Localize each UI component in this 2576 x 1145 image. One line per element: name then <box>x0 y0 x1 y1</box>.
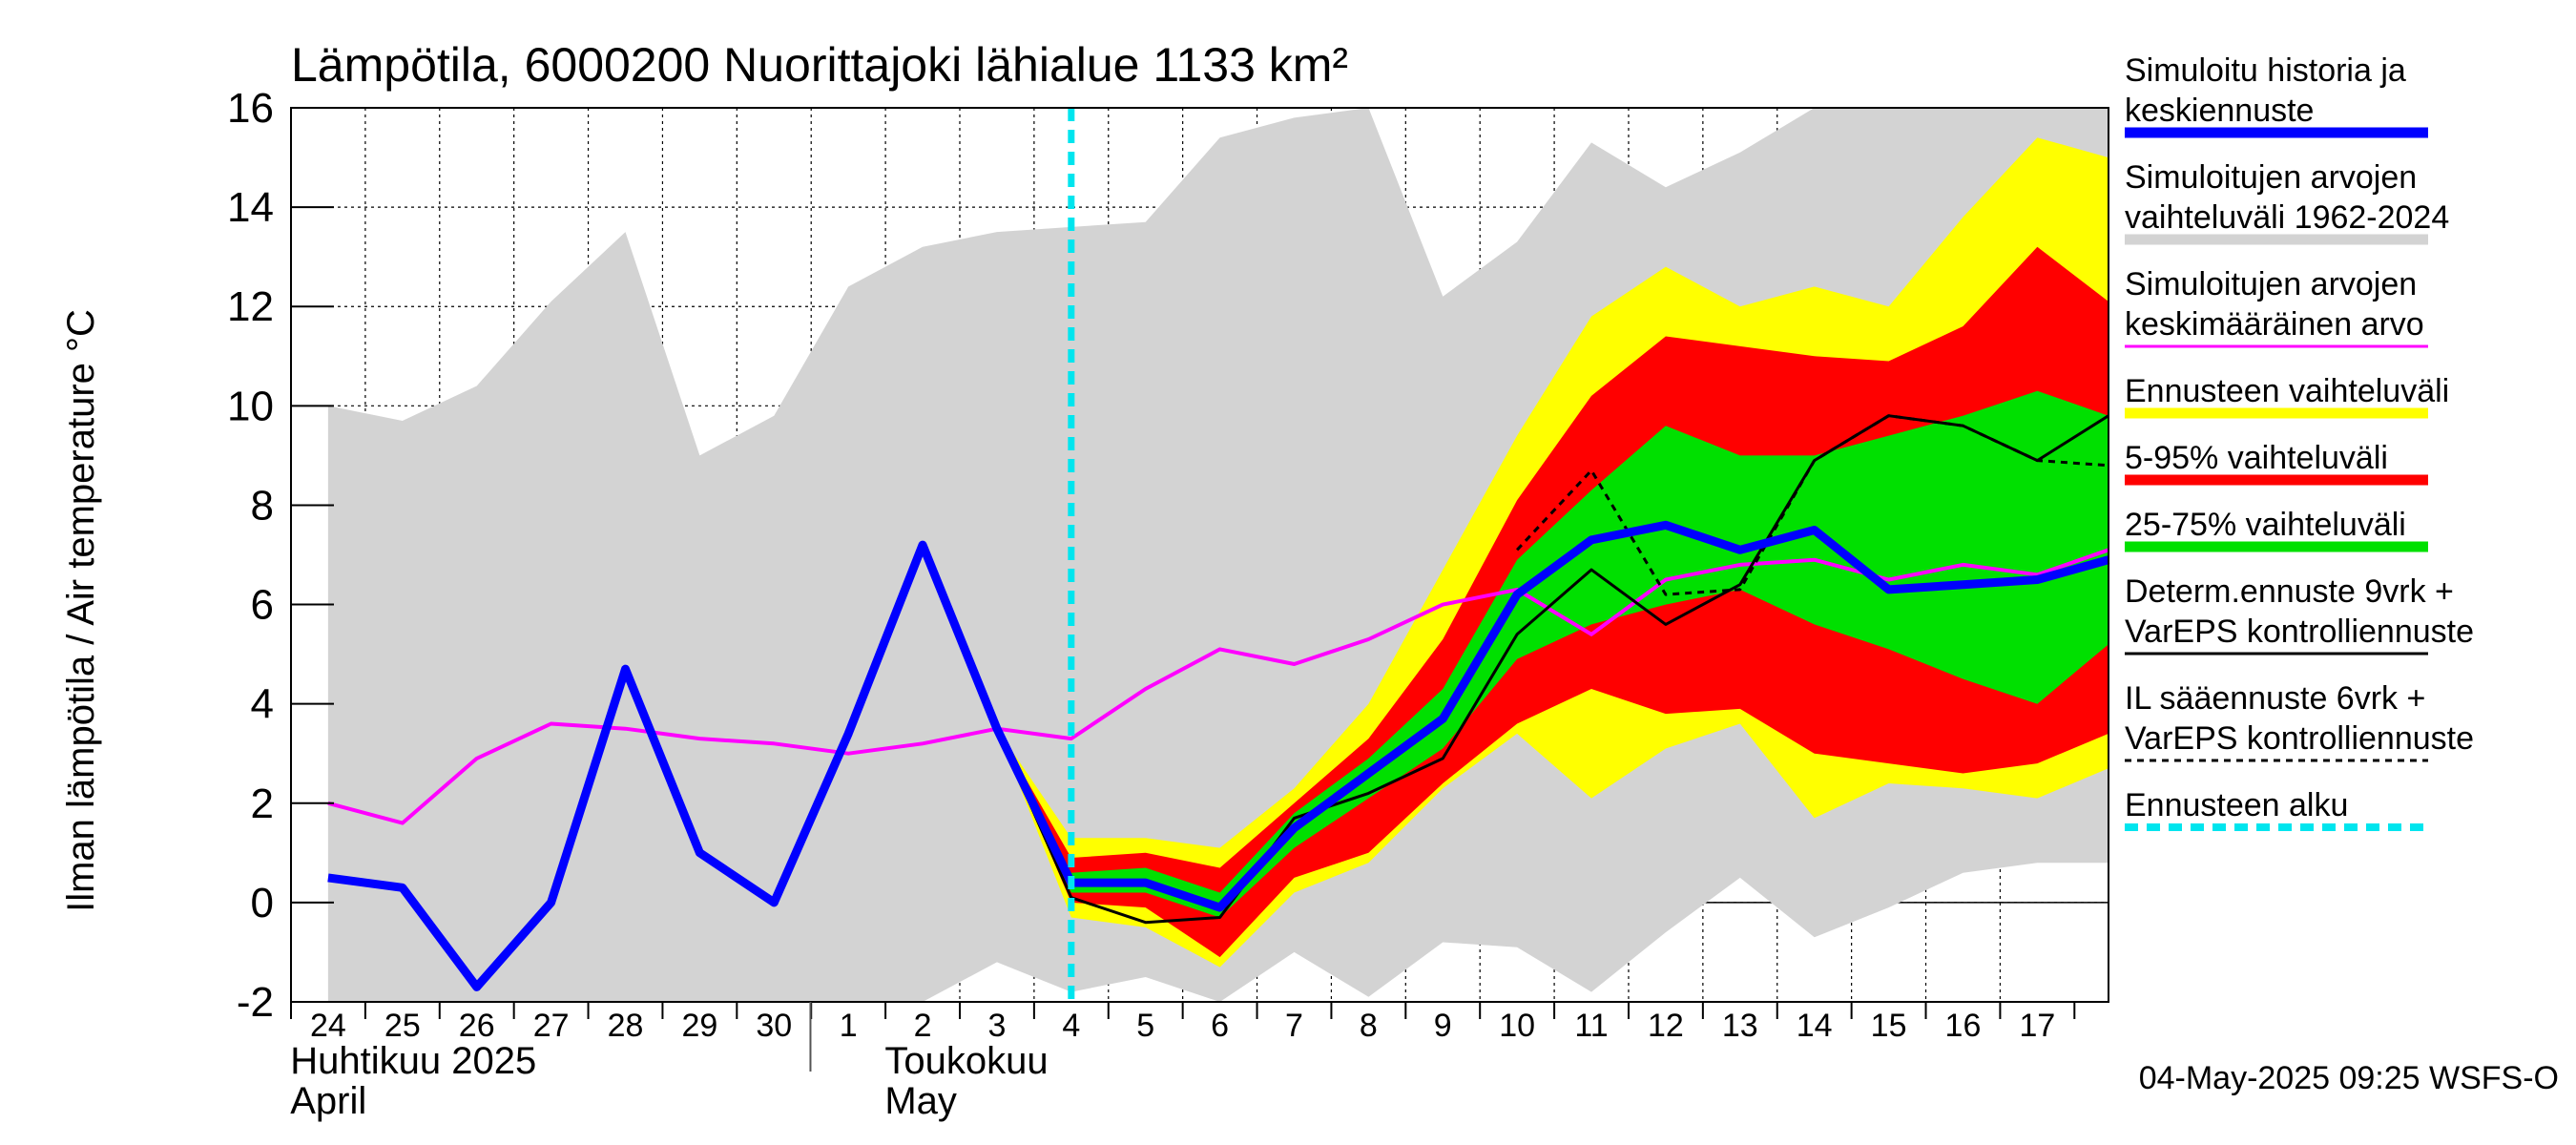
x-tick-label: 14 <box>1797 1008 1833 1044</box>
legend-label: vaihteluväli 1962-2024 <box>2125 199 2449 236</box>
x-tick-label: 2 <box>914 1008 932 1044</box>
legend-label: VarEPS kontrolliennuste <box>2125 720 2474 757</box>
x-tick-label: 26 <box>459 1008 495 1044</box>
p25-75-range-band <box>996 390 2109 918</box>
month-label-fi: Toukokuu <box>884 1040 1048 1082</box>
x-tick-label: 11 <box>1574 1008 1608 1044</box>
chart-title: Lämpötila, 6000200 Nuorittajoki lähialue… <box>291 38 1348 92</box>
month-label-en: May <box>884 1080 957 1122</box>
month-label-en: April <box>290 1080 366 1122</box>
x-tick-label: 25 <box>384 1008 421 1044</box>
legend-label: Simuloitu historia ja <box>2125 52 2406 89</box>
sim-mean-line <box>327 548 2109 825</box>
x-tick-label: 8 <box>1360 1008 1378 1044</box>
legend-label: keskimääräinen arvo <box>2125 306 2424 343</box>
y-tick-label: 8 <box>251 482 274 529</box>
y-tick-label: 14 <box>227 184 274 231</box>
legend-label: VarEPS kontrolliennuste <box>2125 614 2474 650</box>
y-tick-label: 0 <box>251 880 274 926</box>
x-tick-label: 30 <box>756 1008 792 1044</box>
sim-history-line <box>327 520 2110 991</box>
legend-label: Ennusteen vaihteluväli <box>2125 373 2449 409</box>
x-tick-label: 3 <box>987 1008 1006 1044</box>
x-tick-label: 1 <box>840 1008 858 1044</box>
y-tick-label: 16 <box>227 85 274 132</box>
x-tick-label: 24 <box>310 1008 346 1044</box>
series-lines <box>327 108 2110 1002</box>
legend-label: 5-95% vaihteluväli <box>2125 440 2388 476</box>
x-tick-label: 12 <box>1648 1008 1684 1044</box>
x-tick-label: 9 <box>1434 1008 1452 1044</box>
legend-label: 25-75% vaihteluväli <box>2125 507 2406 543</box>
x-tick-label: 27 <box>533 1008 570 1044</box>
y-tick-label: 6 <box>251 582 274 629</box>
y-tick-label: 10 <box>227 383 274 429</box>
x-tick-label: 6 <box>1211 1008 1229 1044</box>
x-tick-label: 13 <box>1722 1008 1758 1044</box>
x-tick-label: 5 <box>1136 1008 1154 1044</box>
x-tick-label: 15 <box>1871 1008 1907 1044</box>
x-tick-label: 29 <box>681 1008 717 1044</box>
legend-label: IL sääennuste 6vrk + <box>2125 680 2425 717</box>
x-tick-label: 7 <box>1285 1008 1303 1044</box>
legend-label: keskiennuste <box>2125 93 2314 129</box>
legend-label: Ennusteen alku <box>2125 787 2348 823</box>
y-tick-label: 4 <box>251 681 274 728</box>
plot-frame <box>290 107 2109 1003</box>
x-tick-label: 17 <box>2019 1008 2055 1044</box>
x-tick-label: 16 <box>1945 1008 1982 1044</box>
month-label-fi: Huhtikuu 2025 <box>290 1040 536 1082</box>
timestamp-label: 04-May-2025 09:25 WSFS-O <box>2139 1060 2559 1096</box>
x-tick-label: 28 <box>608 1008 644 1044</box>
y-tick-label: -2 <box>237 979 274 1026</box>
y-axis-label: Ilman lämpötila / Air temperature °C <box>60 309 102 912</box>
x-tick-label: 4 <box>1062 1008 1080 1044</box>
legend-label: Simuloitujen arvojen <box>2125 159 2417 196</box>
determ-forecast-line <box>921 414 2109 925</box>
y-tick-label: 12 <box>227 283 274 330</box>
legend-label: Determ.ennuste 9vrk + <box>2125 573 2454 610</box>
legend-label: Simuloitujen arvojen <box>2125 266 2417 302</box>
y-tick-label: 2 <box>251 781 274 827</box>
legend: Simuloitu historia ja keskiennuste Simuloi… <box>2125 52 2474 831</box>
x-tick-label: 10 <box>1499 1008 1535 1044</box>
